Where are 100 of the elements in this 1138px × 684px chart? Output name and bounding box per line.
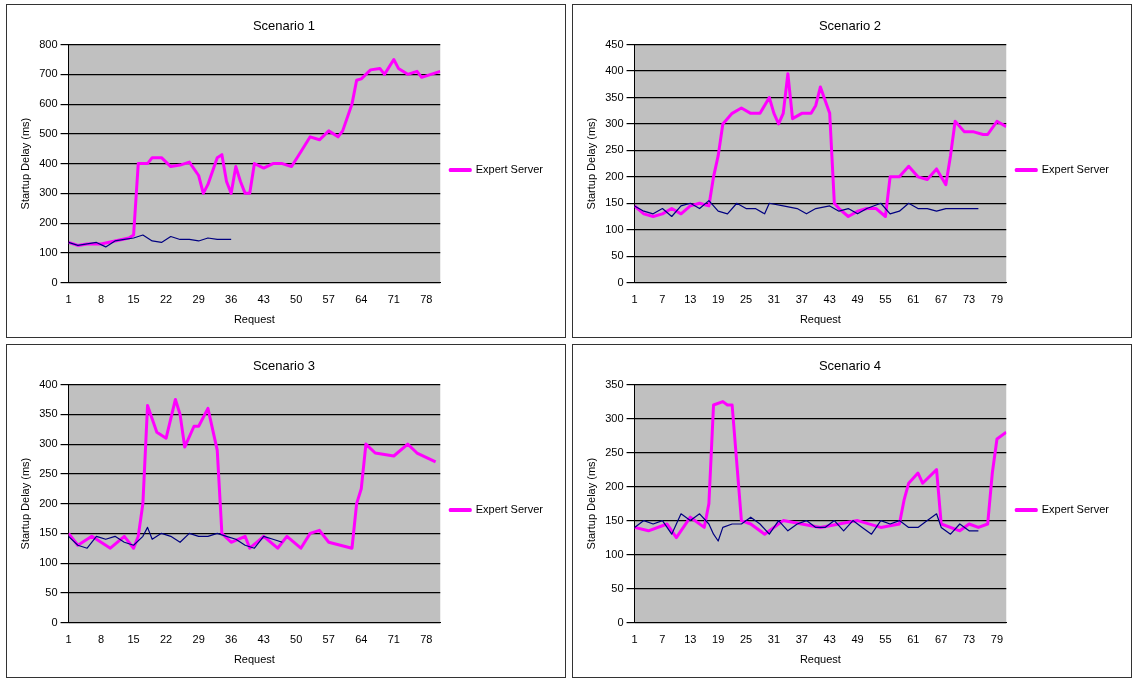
x-tick-label: 22 [160,293,173,306]
x-tick-label: 55 [879,633,892,646]
x-axis-title: Request [799,653,841,666]
x-tick-label: 73 [962,293,976,306]
x-tick-label: 8 [98,293,105,306]
y-tick-label: 150 [605,513,624,526]
x-tick-label: 57 [322,633,335,646]
y-tick-label: 50 [611,249,624,262]
x-tick-label: 22 [160,633,173,646]
y-tick-label: 300 [605,116,624,129]
y-tick-label: 0 [617,615,624,628]
y-tick-label: 0 [51,615,58,628]
x-axis-title: Request [233,313,275,326]
x-tick-label: 1 [631,633,638,646]
x-tick-label: 78 [420,293,433,306]
x-tick-label: 67 [935,633,948,646]
x-tick-label: 1 [65,633,72,646]
x-tick-label: 13 [684,633,697,646]
y-tick-label: 400 [605,64,624,77]
y-tick-label: 350 [39,407,58,420]
x-tick-label: 71 [387,633,400,646]
y-tick-label: 100 [605,222,624,235]
y-tick-label: 400 [39,377,58,390]
y-tick-label: 200 [605,169,624,182]
x-tick-label: 19 [712,633,725,646]
x-tick-label: 13 [684,293,697,306]
y-tick-label: 500 [39,126,58,139]
y-tick-label: 700 [39,67,58,80]
x-tick-label: 55 [879,293,892,306]
y-tick-label: 100 [605,547,624,560]
x-tick-label: 8 [98,633,105,646]
x-tick-label: 29 [192,293,205,306]
y-tick-label: 300 [605,411,624,424]
x-tick-label: 43 [823,633,836,646]
x-tick-label: 64 [355,293,368,306]
x-tick-label: 36 [225,293,238,306]
legend-label: Expert Server [1041,503,1110,516]
y-tick-label: 200 [39,496,58,509]
y-tick-label: 150 [39,526,58,539]
y-tick-label: 250 [39,466,58,479]
x-tick-label: 31 [767,633,781,646]
x-tick-label: 25 [739,293,753,306]
legend-label: Expert Server [475,503,544,516]
y-tick-label: 250 [605,143,624,156]
y-axis-title: Startup Delay (ms) [18,457,31,550]
x-tick-label: 61 [907,633,920,646]
x-tick-label: 36 [225,633,238,646]
chart-title: Scenario 2 [818,18,882,34]
x-tick-label: 50 [290,633,303,646]
y-tick-label: 100 [39,556,58,569]
chart-title: Scenario 1 [252,18,316,34]
x-tick-label: 7 [659,633,666,646]
y-axis-title: Startup Delay (ms) [584,117,597,210]
x-tick-label: 1 [631,293,638,306]
x-tick-label: 43 [257,293,270,306]
x-tick-label: 37 [795,293,808,306]
x-tick-label: 79 [990,293,1004,306]
x-tick-label: 49 [851,293,864,306]
x-tick-label: 25 [739,633,753,646]
legend-label: Expert Server [475,163,544,176]
chart-title: Scenario 3 [252,358,316,374]
y-tick-label: 400 [39,156,58,169]
x-tick-label: 64 [355,633,368,646]
y-tick-label: 200 [39,216,58,229]
x-tick-label: 67 [935,293,948,306]
y-tick-label: 300 [39,186,58,199]
x-tick-label: 79 [990,633,1004,646]
x-tick-label: 15 [127,293,140,306]
x-tick-label: 43 [257,633,270,646]
x-tick-label: 57 [322,293,335,306]
x-tick-label: 73 [962,633,976,646]
y-tick-label: 350 [605,377,624,390]
x-tick-label: 49 [851,633,864,646]
x-tick-label: 50 [290,293,303,306]
y-tick-label: 200 [605,479,624,492]
chart-title: Scenario 4 [818,358,882,374]
y-tick-label: 50 [45,585,58,598]
y-tick-label: 250 [605,445,624,458]
y-tick-label: 150 [605,196,624,209]
y-tick-label: 50 [611,581,624,594]
y-tick-label: 800 [39,37,58,50]
y-tick-label: 0 [617,275,624,288]
x-tick-label: 1 [65,293,72,306]
x-tick-label: 31 [767,293,781,306]
x-tick-label: 7 [659,293,666,306]
y-tick-label: 350 [605,90,624,103]
x-tick-label: 61 [907,293,920,306]
legend-label: Expert Server [1041,163,1110,176]
x-tick-label: 71 [387,293,400,306]
y-tick-label: 600 [39,97,58,110]
y-tick-label: 450 [605,37,624,50]
x-tick-label: 15 [127,633,140,646]
x-axis-title: Request [799,313,841,326]
y-axis-title: Startup Delay (ms) [584,457,597,550]
x-tick-label: 43 [823,293,836,306]
x-tick-label: 37 [795,633,808,646]
x-tick-label: 78 [420,633,433,646]
x-tick-label: 19 [712,293,725,306]
y-axis-title: Startup Delay (ms) [18,117,31,210]
x-axis-title: Request [233,653,275,666]
